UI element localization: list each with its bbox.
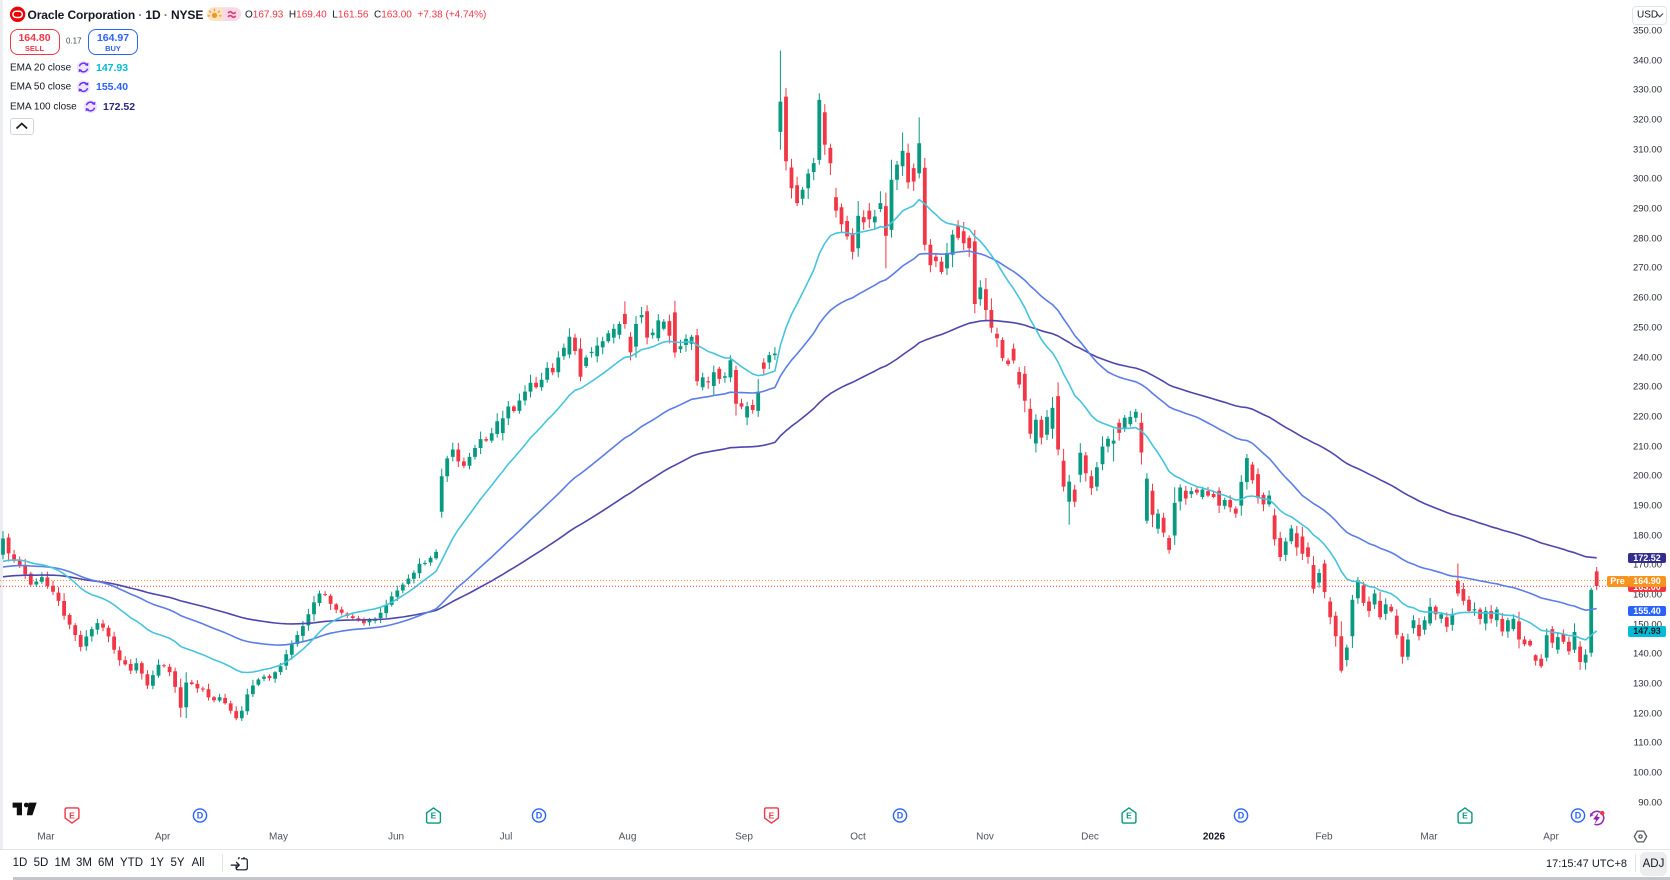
svg-text:E: E	[69, 811, 75, 821]
svg-text:D: D	[1238, 811, 1245, 821]
svg-text:D: D	[897, 811, 904, 821]
svg-text:D: D	[197, 811, 204, 821]
svg-text:E: E	[769, 811, 775, 821]
svg-text:D: D	[536, 811, 543, 821]
svg-text:E: E	[1126, 811, 1132, 821]
svg-text:E: E	[431, 811, 437, 821]
svg-text:E: E	[1462, 811, 1468, 821]
svg-text:D: D	[1575, 811, 1582, 821]
